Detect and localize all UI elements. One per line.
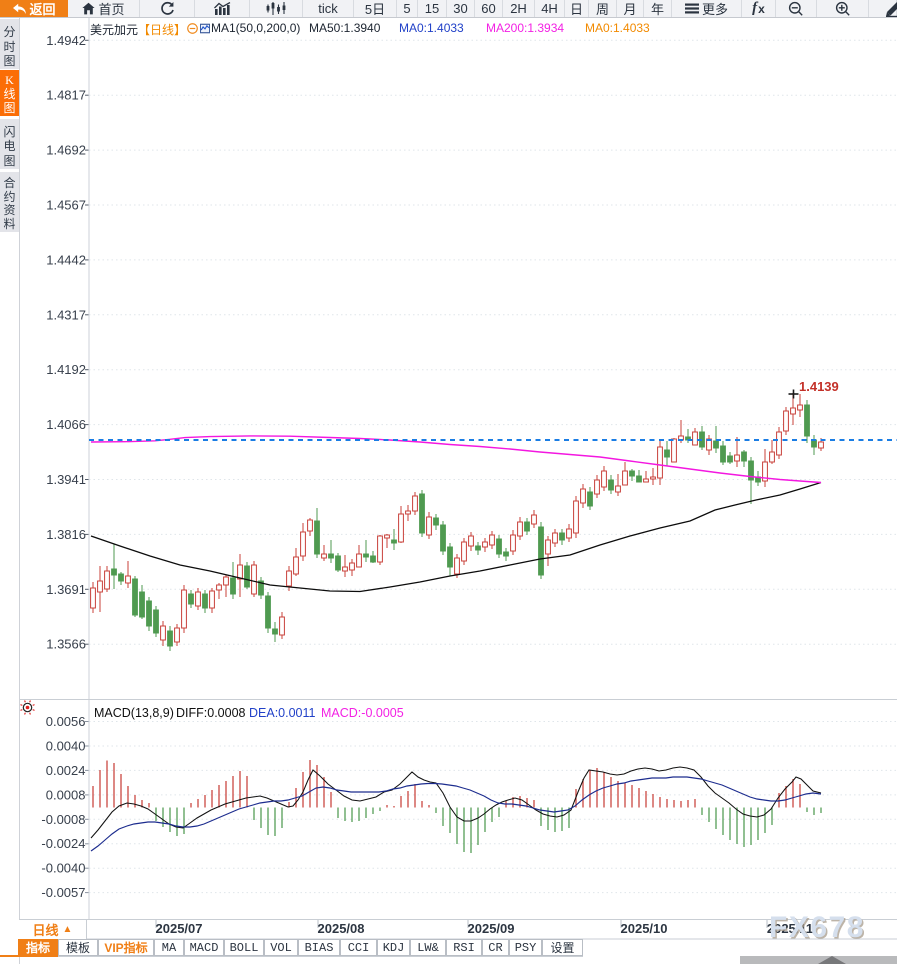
- svg-text:1.4066: 1.4066: [46, 417, 86, 432]
- svg-text:2025/09: 2025/09: [468, 921, 515, 936]
- svg-text:1.3941: 1.3941: [46, 472, 86, 487]
- svg-text:1.4317: 1.4317: [46, 307, 86, 322]
- svg-text:FX678: FX678: [771, 913, 867, 946]
- svg-text:-0.0024: -0.0024: [41, 836, 85, 851]
- svg-text:-0.0040: -0.0040: [41, 861, 85, 876]
- svg-text:1.4817: 1.4817: [46, 88, 86, 103]
- svg-text:1.4192: 1.4192: [46, 362, 86, 377]
- svg-text:1.3691: 1.3691: [46, 582, 86, 597]
- svg-text:1.3816: 1.3816: [46, 527, 86, 542]
- svg-text:0.0056: 0.0056: [46, 714, 86, 729]
- svg-text:-0.0008: -0.0008: [41, 812, 85, 827]
- svg-text:0.0024: 0.0024: [46, 763, 86, 778]
- svg-text:2025/10: 2025/10: [621, 921, 668, 936]
- svg-text:2025/08: 2025/08: [318, 921, 365, 936]
- svg-text:FX678: FX678: [769, 911, 865, 944]
- svg-text:2025/11: 2025/11: [767, 921, 813, 936]
- svg-text:0.0008: 0.0008: [46, 787, 86, 802]
- svg-text:-0.0057: -0.0057: [41, 885, 85, 900]
- svg-text:0.0040: 0.0040: [46, 739, 86, 754]
- svg-text:1.3566: 1.3566: [46, 637, 86, 652]
- svg-text:1.4942: 1.4942: [46, 33, 86, 48]
- svg-text:1.4139: 1.4139: [799, 379, 839, 394]
- svg-text:2025/07: 2025/07: [156, 921, 203, 936]
- svg-text:1.4692: 1.4692: [46, 143, 86, 158]
- svg-text:1.4442: 1.4442: [46, 252, 86, 267]
- svg-text:1.4567: 1.4567: [46, 198, 86, 213]
